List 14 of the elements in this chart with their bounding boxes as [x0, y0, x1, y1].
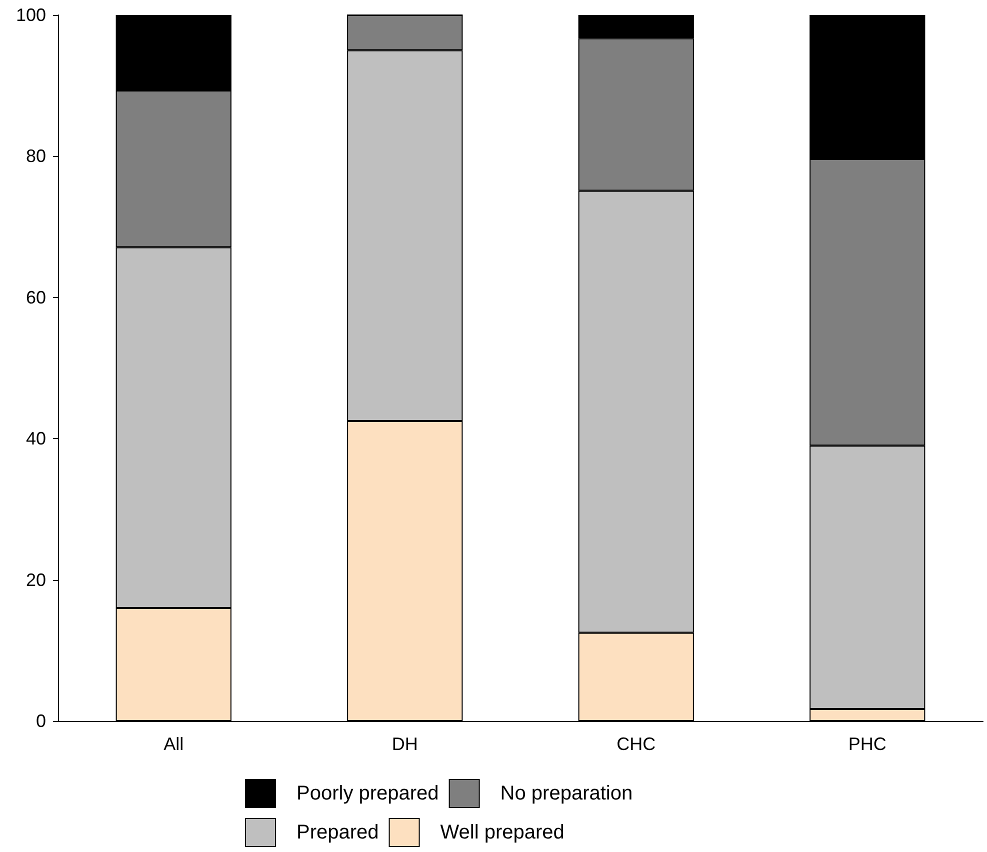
x-tick-label: PHC — [848, 734, 886, 754]
legend-label: Poorly prepared — [296, 782, 439, 804]
x-tick-label: DH — [392, 734, 418, 754]
y-tick-label: 60 — [26, 287, 46, 308]
y-tick-label: 100 — [16, 5, 46, 25]
y-tick-label: 40 — [26, 428, 46, 449]
x-tick-label: CHC — [616, 734, 656, 754]
legend-label: Well prepared — [440, 822, 564, 844]
legend-label: No preparation — [500, 782, 633, 804]
legend-label: Prepared — [296, 822, 379, 844]
x-tick-label: All — [164, 734, 184, 754]
y-tick-label: 20 — [26, 570, 46, 590]
y-tick-label: 80 — [26, 146, 46, 166]
y-tick-label: 0 — [36, 711, 46, 731]
